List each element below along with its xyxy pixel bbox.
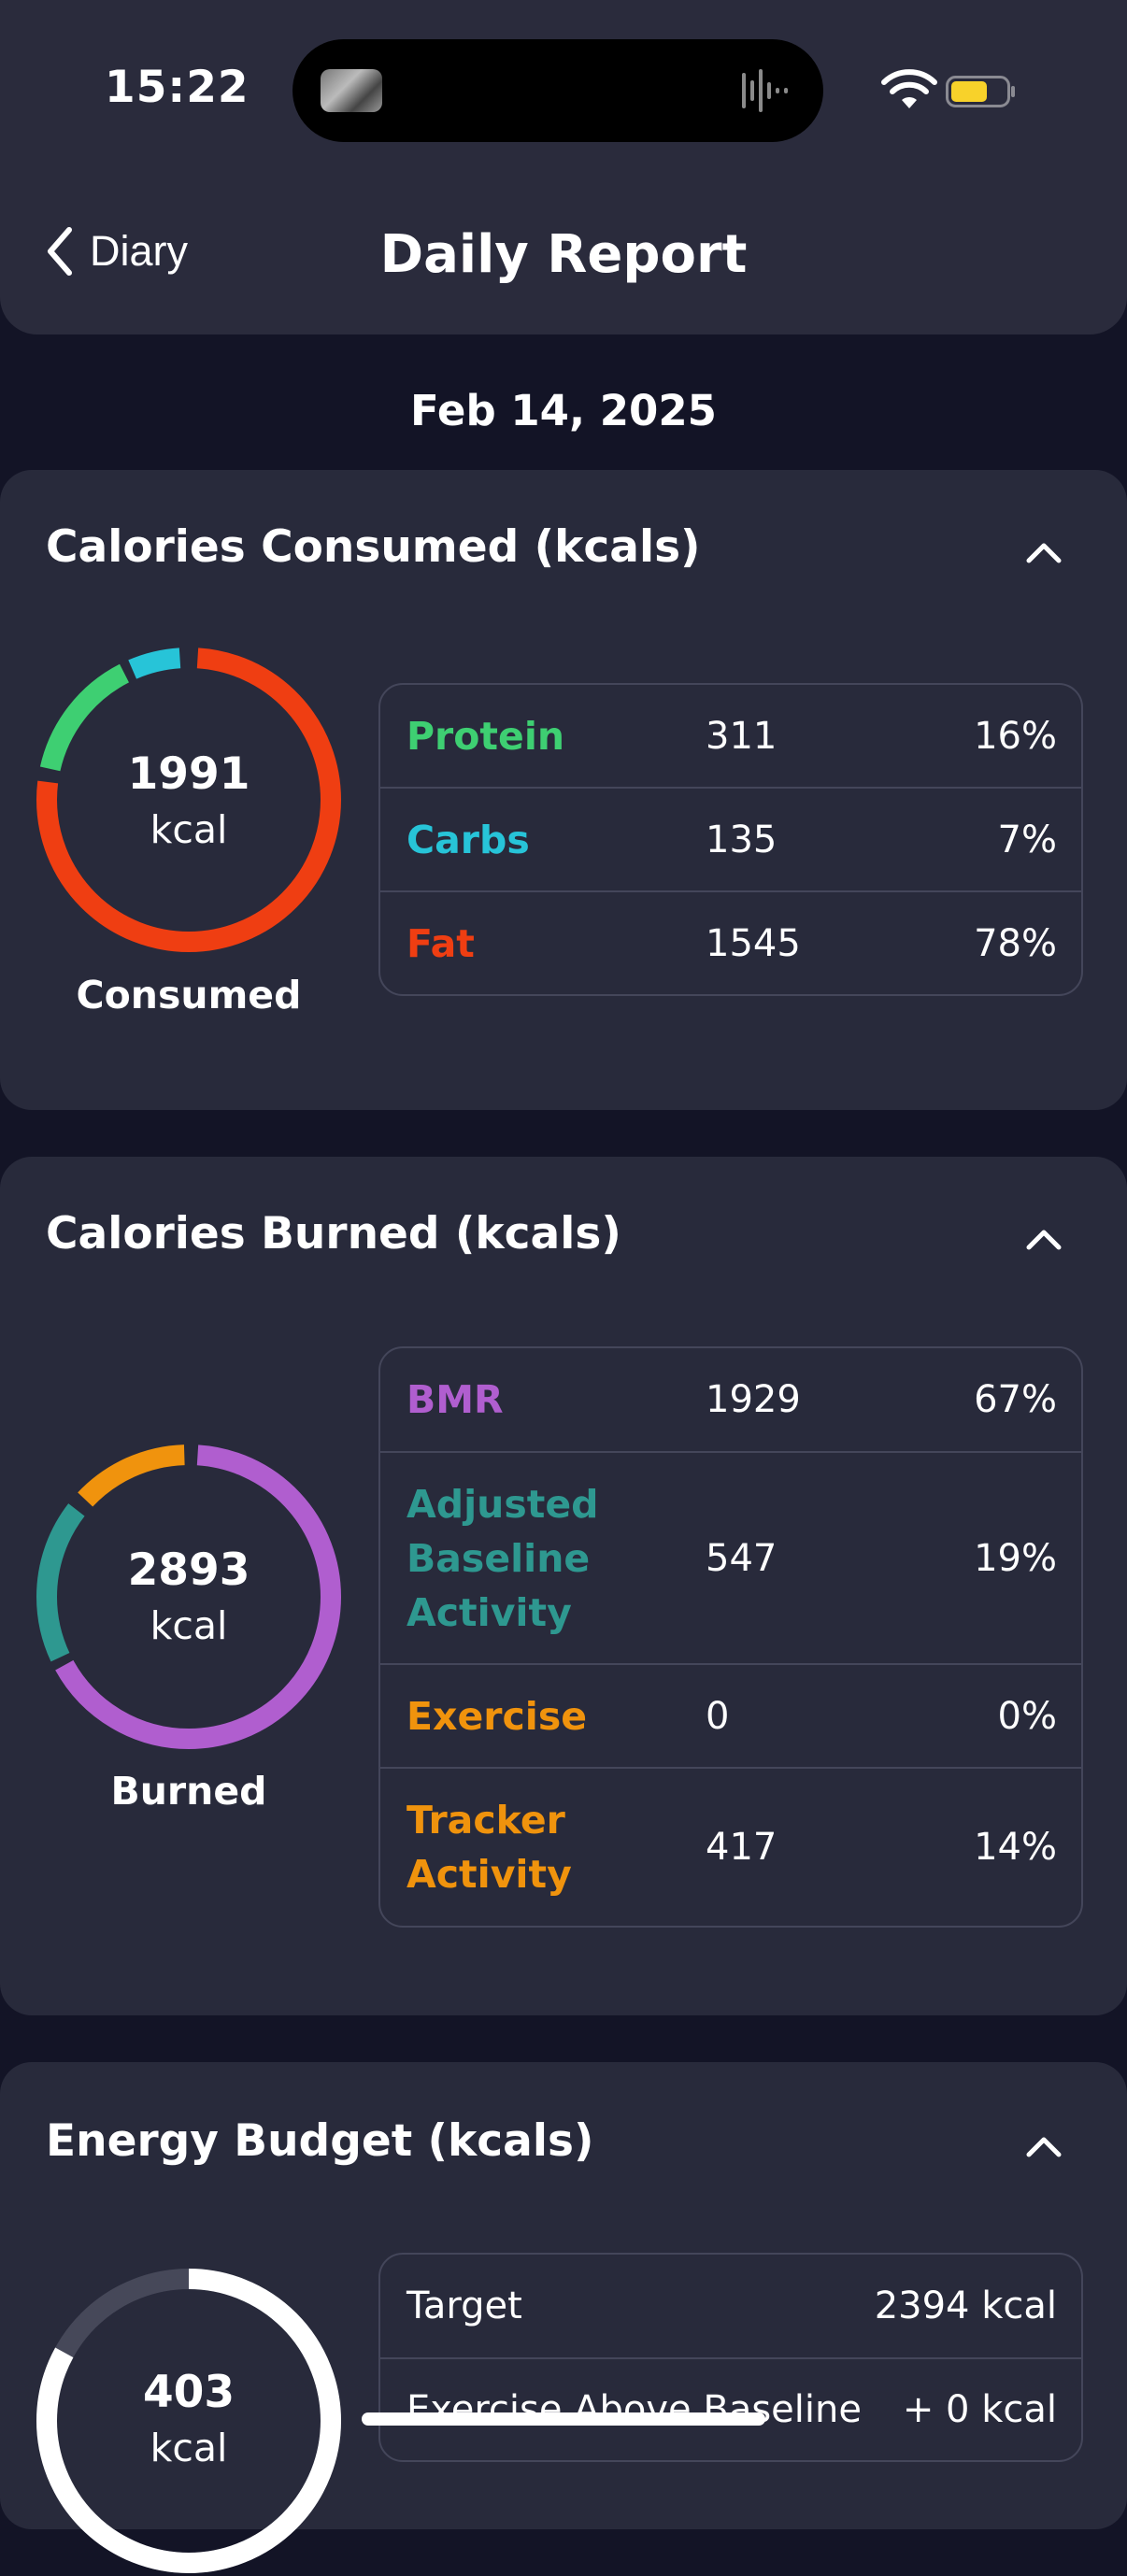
table-row: Adjusted Baseline Activity 547 19% bbox=[380, 1451, 1081, 1663]
consumed-caption: Consumed bbox=[76, 973, 302, 1018]
back-label: Diary bbox=[90, 227, 189, 275]
macro-percent: 16% bbox=[974, 714, 1057, 758]
status-time: 15:22 bbox=[105, 62, 250, 113]
budget-value: 2394 kcal bbox=[874, 2284, 1057, 2327]
budget-table: Target 2394 kcal Exercise Above Baseline… bbox=[378, 2253, 1083, 2462]
table-row: Target 2394 kcal bbox=[380, 2255, 1081, 2357]
burn-value: 1929 bbox=[706, 1378, 801, 1421]
now-playing-artwork bbox=[321, 69, 382, 112]
burned-total: 2893 kcal bbox=[34, 1544, 344, 1648]
macro-name: Fat bbox=[407, 920, 475, 966]
table-row: BMR 1929 67% bbox=[380, 1348, 1081, 1451]
budget-total: 403 kcal bbox=[34, 2367, 344, 2470]
burn-name: BMR bbox=[407, 1377, 504, 1422]
table-row: Protein 311 16% bbox=[380, 685, 1081, 787]
burn-name: Tracker Activity bbox=[407, 1798, 572, 1897]
burn-value: 417 bbox=[706, 1826, 777, 1869]
burned-donut-chart bbox=[36, 1445, 341, 1749]
burned-caption: Burned bbox=[110, 1769, 267, 1814]
report-date: Feb 14, 2025 bbox=[410, 386, 717, 435]
macro-value: 311 bbox=[706, 714, 777, 758]
burn-percent: 0% bbox=[997, 1694, 1057, 1738]
wifi-icon bbox=[881, 69, 937, 108]
chevron-up-icon[interactable] bbox=[1024, 1226, 1063, 1252]
budget-label: Target bbox=[407, 2284, 522, 2327]
consumed-donut-chart bbox=[36, 648, 341, 952]
burn-percent: 14% bbox=[974, 1826, 1057, 1869]
card-title: Calories Burned (kcals) bbox=[46, 1208, 621, 1260]
macro-value: 1545 bbox=[706, 921, 801, 965]
audio-waveform-icon bbox=[742, 69, 788, 112]
table-row: Fat 1545 78% bbox=[380, 890, 1081, 994]
budget-value: + 0 kcal bbox=[902, 2388, 1057, 2431]
chevron-up-icon[interactable] bbox=[1024, 2133, 1063, 2159]
macros-table: Protein 311 16% Carbs 135 7% Fat 1545 78… bbox=[378, 683, 1083, 996]
burn-name: Exercise bbox=[407, 1693, 588, 1739]
budget-total-unit: kcal bbox=[150, 2426, 228, 2470]
macro-name: Carbs bbox=[407, 817, 530, 862]
calories-burned-card: Calories Burned (kcals) 2893 kcal Burned… bbox=[0, 1157, 1127, 2015]
home-indicator[interactable] bbox=[362, 2412, 765, 2426]
header-bar: 15:22 Diary Daily Report bbox=[0, 0, 1127, 334]
table-row: Carbs 135 7% bbox=[380, 787, 1081, 890]
table-row: Tracker Activity 417 14% bbox=[380, 1767, 1081, 1926]
burn-value: 547 bbox=[706, 1536, 777, 1580]
burn-percent: 67% bbox=[974, 1378, 1057, 1421]
macro-percent: 78% bbox=[974, 921, 1057, 965]
burn-breakdown-table: BMR 1929 67% Adjusted Baseline Activity … bbox=[378, 1346, 1083, 1928]
card-title: Energy Budget (kcals) bbox=[46, 2115, 594, 2167]
chevron-up-icon[interactable] bbox=[1024, 539, 1063, 565]
burn-percent: 19% bbox=[974, 1536, 1057, 1580]
macro-percent: 7% bbox=[997, 818, 1057, 861]
energy-budget-card: Energy Budget (kcals) 403 kcal Target 23… bbox=[0, 2062, 1127, 2573]
table-row: Exercise Above Baseline + 0 kcal bbox=[380, 2357, 1081, 2460]
macro-value: 135 bbox=[706, 818, 777, 861]
card-title: Calories Consumed (kcals) bbox=[46, 521, 701, 573]
page-title: Daily Report bbox=[379, 224, 748, 285]
burned-total-value: 2893 bbox=[127, 1544, 250, 1596]
macro-name: Protein bbox=[407, 713, 565, 759]
calories-consumed-card: Calories Consumed (kcals) 1991 kcal Cons… bbox=[0, 470, 1127, 1110]
burn-name: Adjusted Baseline Activity bbox=[407, 1481, 599, 1635]
battery-icon bbox=[946, 76, 1015, 107]
dynamic-island bbox=[292, 39, 823, 142]
consumed-total-value: 1991 bbox=[127, 748, 250, 800]
burn-value: 0 bbox=[706, 1694, 730, 1738]
chevron-left-icon bbox=[48, 227, 72, 276]
back-button[interactable]: Diary bbox=[43, 224, 188, 278]
burned-total-unit: kcal bbox=[150, 1603, 228, 1648]
table-row: Exercise 0 0% bbox=[380, 1663, 1081, 1767]
consumed-total: 1991 kcal bbox=[34, 748, 344, 852]
budget-total-value: 403 bbox=[142, 2367, 235, 2418]
consumed-total-unit: kcal bbox=[150, 807, 228, 852]
